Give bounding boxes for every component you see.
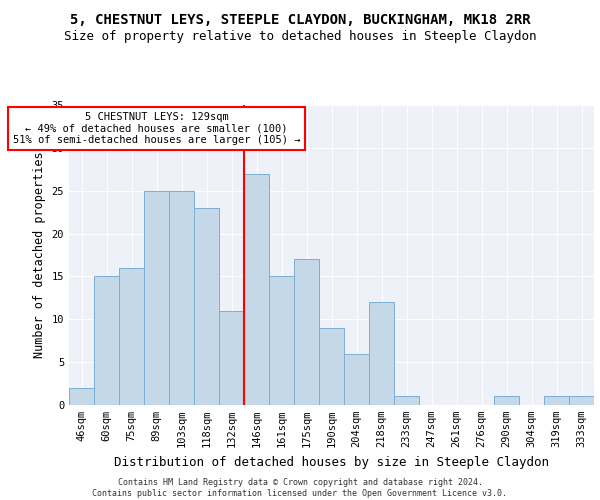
Text: Size of property relative to detached houses in Steeple Claydon: Size of property relative to detached ho… [64, 30, 536, 43]
Bar [144, 190, 169, 405]
X-axis label: Distribution of detached houses by size in Steeple Claydon: Distribution of detached houses by size … [114, 456, 549, 468]
Bar [569, 396, 594, 405]
Bar [269, 276, 294, 405]
Bar [544, 396, 569, 405]
Bar [69, 388, 94, 405]
Bar [219, 310, 244, 405]
Y-axis label: Number of detached properties: Number of detached properties [33, 152, 46, 358]
Bar [344, 354, 369, 405]
Text: 5 CHESTNUT LEYS: 129sqm
← 49% of detached houses are smaller (100)
51% of semi-d: 5 CHESTNUT LEYS: 129sqm ← 49% of detache… [13, 112, 300, 145]
Bar [319, 328, 344, 405]
Bar [394, 396, 419, 405]
Bar [119, 268, 144, 405]
Bar [494, 396, 519, 405]
Bar [244, 174, 269, 405]
Bar [369, 302, 394, 405]
Text: Contains HM Land Registry data © Crown copyright and database right 2024.
Contai: Contains HM Land Registry data © Crown c… [92, 478, 508, 498]
Bar [94, 276, 119, 405]
Bar [294, 260, 319, 405]
Bar [194, 208, 219, 405]
Bar [169, 190, 194, 405]
Text: 5, CHESTNUT LEYS, STEEPLE CLAYDON, BUCKINGHAM, MK18 2RR: 5, CHESTNUT LEYS, STEEPLE CLAYDON, BUCKI… [70, 12, 530, 26]
